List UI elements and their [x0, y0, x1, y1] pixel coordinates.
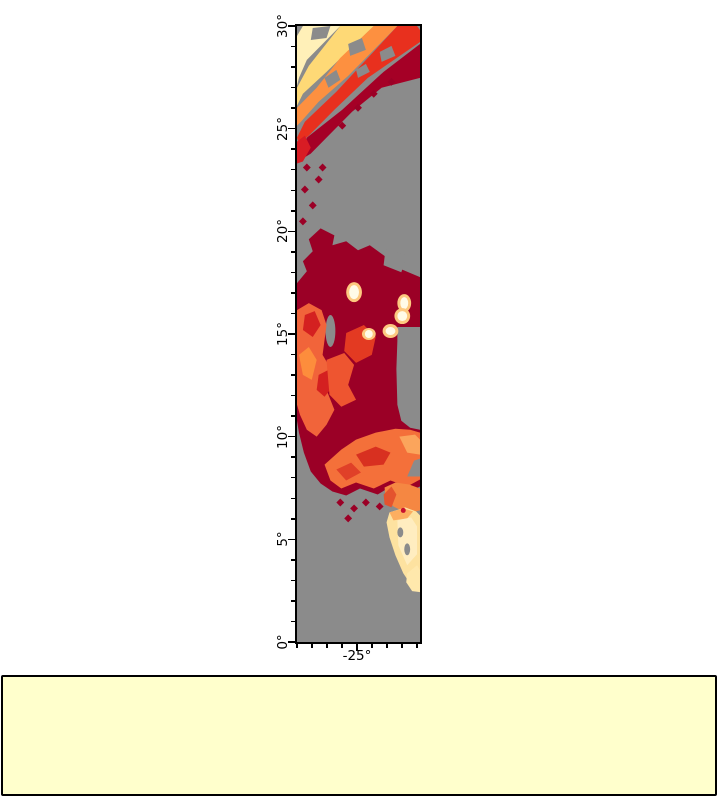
lat-tick: [288, 538, 295, 541]
lat-tick: [291, 251, 295, 253]
lat-tick: [291, 476, 295, 479]
lon-tick: [296, 644, 298, 648]
lat-tick: [291, 353, 295, 356]
lat-tick: [291, 374, 295, 376]
lat-tick: [291, 148, 295, 150]
lat-tick-label: 10°: [275, 424, 291, 449]
lon-tick: [326, 644, 328, 648]
lat-tick: [291, 518, 295, 520]
lat-tick: [291, 189, 295, 192]
lat-tick: [291, 271, 295, 274]
aod-field-map: [297, 26, 420, 642]
lon-tick: [356, 644, 358, 651]
lat-tick: [291, 107, 295, 109]
lon-tick: [401, 644, 403, 648]
lat-tick: [291, 600, 295, 602]
lat-tick-label: 5°: [275, 531, 291, 547]
lat-tick: [288, 641, 295, 643]
lat-tick: [291, 497, 295, 500]
lat-tick: [291, 456, 295, 458]
lon-tick: [311, 644, 313, 648]
lat-tick: [291, 66, 295, 68]
lon-tick: [341, 644, 343, 648]
map-frame: [295, 24, 422, 644]
lat-tick: [288, 25, 295, 27]
lat-tick-label: 15°: [275, 322, 291, 346]
lat-tick: [288, 333, 295, 335]
lat-tick-label: 30°: [275, 14, 291, 38]
lat-tick: [291, 579, 295, 582]
lat-tick-label: 20°: [275, 219, 291, 244]
lat-tick: [291, 210, 295, 212]
lon-tick: [371, 644, 373, 648]
lat-tick: [291, 168, 295, 171]
lat-tick: [288, 127, 295, 130]
lon-tick: [416, 644, 418, 648]
lat-tick-label: 0°: [275, 634, 291, 650]
lat-tick: [291, 415, 295, 417]
lat-tick: [291, 86, 295, 89]
lat-tick: [291, 45, 295, 48]
lat-tick: [288, 230, 295, 233]
lat-tick: [291, 559, 295, 561]
lat-tick: [291, 620, 295, 623]
lon-tick-label: -25°: [342, 648, 372, 664]
lon-tick: [386, 644, 388, 648]
lat-tick-label: 25°: [275, 116, 291, 141]
legend-box: 00.10.20.30.40.50.60.70.80.91 ABI L2+ Ae…: [1, 675, 717, 796]
lat-tick: [291, 312, 295, 315]
lat-tick: [291, 292, 295, 294]
lat-tick: [291, 394, 295, 397]
lat-tick: [288, 435, 295, 438]
